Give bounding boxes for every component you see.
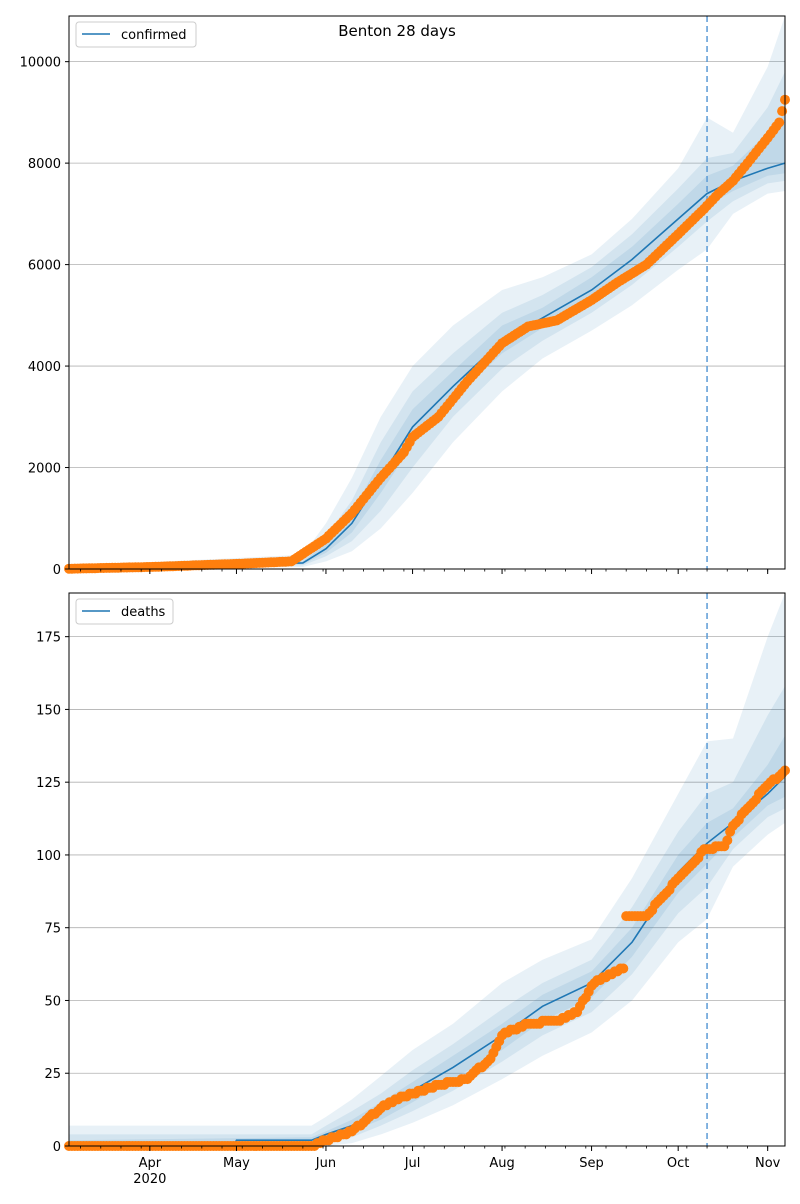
x-month-label: Nov	[755, 1156, 781, 1171]
confirmed-y-tick-label: 2000	[28, 462, 61, 477]
confirmed-legend-label: confirmed	[121, 28, 187, 43]
deaths-y-tick-label: 50	[44, 994, 61, 1009]
deaths-y-tick-label: 0	[53, 1140, 61, 1155]
deaths-y-tick-label: 100	[36, 849, 61, 864]
deaths-model-line	[69, 775, 786, 1147]
deaths-legend: deaths	[75, 598, 174, 625]
x-month-label: Aug	[489, 1156, 514, 1171]
x-month-label: Sep	[579, 1156, 604, 1171]
x-axis-month-labels: Apr May Jun Jul Aug Sep Oct Nov	[139, 1156, 781, 1171]
confirmed-observed-point	[774, 117, 785, 128]
confirmed-axes-frame	[68, 15, 786, 570]
confirmed-observed-points	[64, 94, 790, 574]
deaths-y-tick-label: 150	[36, 703, 61, 718]
deaths-band-3	[69, 735, 785, 1146]
confirmed-bands	[69, 16, 785, 570]
deaths-legend-label: deaths	[121, 605, 166, 620]
confirmed-panel: 0 2000 4000 6000 8000 10000 confirmed	[20, 15, 790, 578]
figure-title: Benton 28 days	[338, 22, 456, 40]
deaths-y-tick-label: 25	[44, 1067, 61, 1082]
confirmed-legend-box	[75, 21, 197, 48]
deaths-axes-frame	[68, 592, 786, 1147]
deaths-y-tick-label: 75	[44, 922, 61, 937]
deaths-observed-point	[722, 835, 733, 846]
confirmed-band-1	[69, 16, 785, 569]
deaths-band-1	[69, 593, 785, 1146]
confirmed-observed-point	[777, 106, 788, 117]
deaths-y-axis: 0 25 50 75 100 125 150 175	[36, 631, 69, 1155]
x-month-label: Jun	[315, 1156, 336, 1171]
x-month-label: Jul	[404, 1156, 421, 1171]
deaths-observed-point	[618, 963, 629, 974]
deaths-y-tick-label: 175	[36, 631, 61, 646]
deaths-legend-box	[75, 598, 174, 625]
confirmed-y-tick-label: 6000	[28, 259, 61, 274]
confirmed-legend: confirmed	[75, 21, 197, 48]
deaths-panel: 0 25 50 75 100 125 150 175 deaths	[36, 592, 790, 1155]
deaths-model-polyline	[69, 775, 786, 1147]
x-month-label: May	[223, 1156, 250, 1171]
confirmed-y-tick-label: 8000	[28, 157, 61, 172]
confirmed-y-tick-label: 4000	[28, 360, 61, 375]
x-month-label: Oct	[667, 1156, 689, 1171]
deaths-y-tick-label: 125	[36, 776, 61, 791]
x-month-label: Apr	[139, 1156, 162, 1171]
confirmed-y-tick-label: 10000	[20, 56, 61, 71]
confirmed-y-axis: 0 2000 4000 6000 8000 10000	[20, 56, 69, 578]
x-axis-year-label: 2020	[133, 1172, 166, 1187]
confirmed-y-tick-label: 0	[53, 563, 61, 578]
